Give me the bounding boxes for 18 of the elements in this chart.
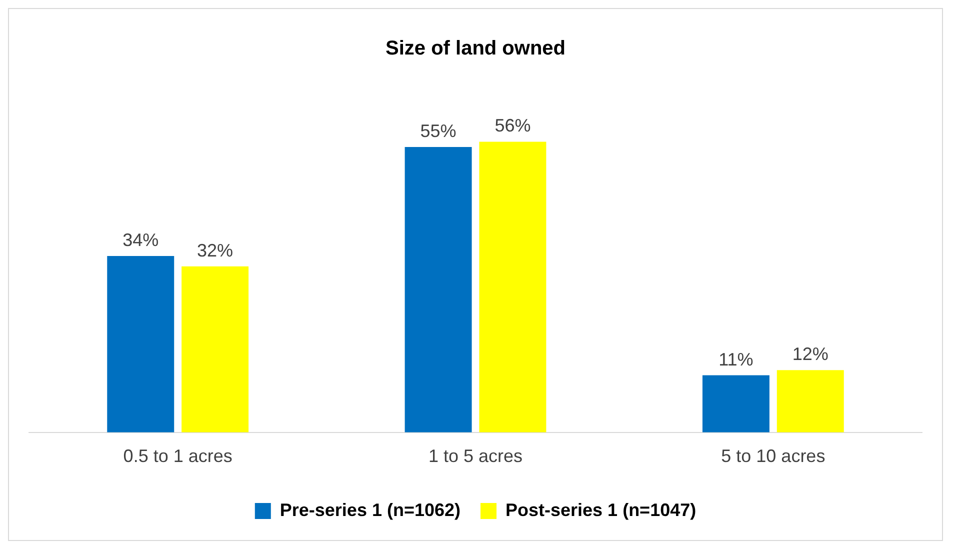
data-label: 32% (197, 240, 234, 260)
legend-label: Post-series 1 (n=1047) (506, 500, 696, 520)
data-label: 11% (718, 349, 754, 370)
bar (404, 146, 472, 432)
bar (479, 142, 546, 432)
data-label: 56% (494, 116, 531, 136)
x-tick-label: 1 to 5 acres (428, 446, 523, 466)
bar (776, 370, 844, 432)
bar (702, 375, 770, 432)
data-label: 34% (122, 230, 159, 250)
data-label: 55% (420, 120, 456, 141)
bar (182, 266, 249, 432)
x-tick-label: 5 to 10 acres (721, 446, 826, 466)
x-tick-label: 0.5 to 1 acres (123, 446, 232, 466)
legend-label: Pre-series 1 (n=1062) (280, 500, 461, 520)
data-label: 12% (792, 344, 828, 364)
chart-title: Size of land owned (385, 38, 566, 60)
bar (107, 256, 174, 432)
